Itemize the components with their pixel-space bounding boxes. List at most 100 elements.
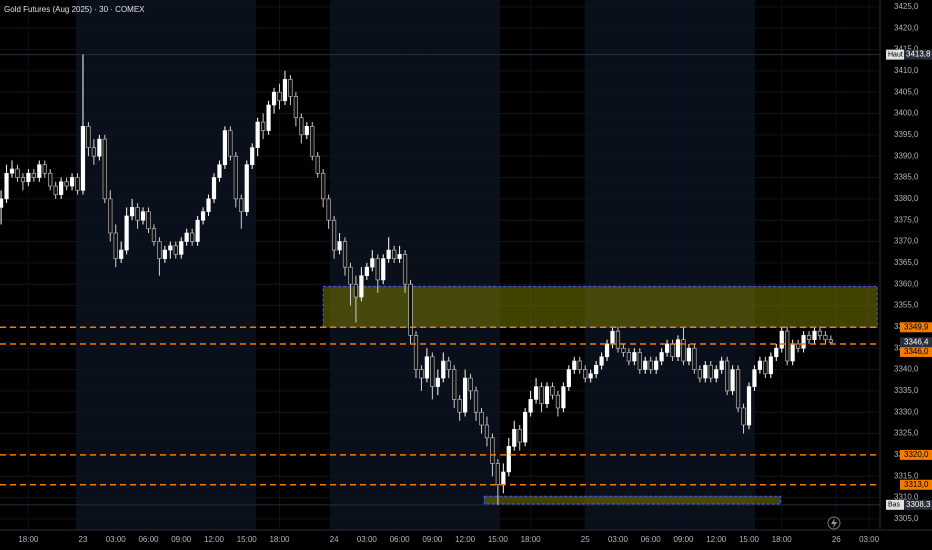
candle-body	[473, 390, 479, 413]
marker-value-box	[904, 499, 932, 510]
x-tick-label: 24	[330, 535, 339, 544]
candle-body	[490, 437, 495, 464]
x-tick-label: 15:00	[488, 535, 509, 544]
bolt-circle	[827, 516, 841, 530]
candle-body	[506, 446, 511, 473]
candle-body	[441, 360, 446, 379]
candle-body	[397, 254, 402, 259]
candle-body	[517, 428, 522, 443]
candle-body	[539, 386, 544, 404]
candle-body	[130, 207, 135, 217]
bolt	[831, 518, 837, 528]
candle-body	[763, 360, 768, 375]
candle-body	[42, 164, 47, 174]
candle-body	[15, 168, 20, 178]
candle-body	[353, 283, 359, 298]
candle-body	[64, 181, 69, 187]
candle-body	[463, 377, 468, 413]
x-tick-label: 06:00	[390, 535, 411, 544]
candle-body	[162, 249, 167, 259]
x-tick-label: 06:00	[641, 535, 662, 544]
candle-body	[206, 198, 211, 212]
candle-body	[381, 258, 386, 281]
candle-body	[124, 215, 129, 251]
bolt-icon	[827, 516, 841, 530]
y-tick-label: 3425,0	[894, 2, 919, 11]
candle-body	[69, 177, 75, 187]
candle-body	[572, 360, 577, 370]
candle-body	[544, 386, 550, 404]
candle-body	[812, 330, 817, 340]
candle-body	[446, 360, 451, 370]
candle-body	[785, 330, 790, 362]
candle-body	[735, 369, 741, 409]
zone	[322, 285, 878, 328]
x-tick-label: 03:00	[608, 535, 629, 544]
y-tick-label: 3375,0	[894, 215, 919, 224]
candle-body	[457, 399, 462, 413]
candle-body	[239, 198, 244, 212]
candle-body	[561, 386, 566, 409]
candle-body	[9, 168, 15, 174]
candle-body	[315, 155, 320, 174]
candle-body	[621, 347, 626, 353]
candle-body	[86, 126, 91, 148]
candle-body	[331, 219, 337, 251]
last-price-box	[900, 337, 932, 348]
candle-body	[304, 126, 309, 136]
candle-body	[703, 364, 708, 379]
candle-body	[413, 335, 419, 370]
candle-body	[261, 121, 266, 131]
candle-body	[626, 352, 631, 362]
marker-value: 3413,8	[906, 50, 931, 59]
x-tick-label: 15:00	[237, 535, 258, 544]
candle-body	[757, 360, 763, 370]
x-tick-label: 18:00	[772, 535, 793, 544]
candle-body	[675, 339, 681, 358]
candle-body	[37, 164, 42, 178]
y-tick-label: 3315,0	[894, 471, 919, 480]
candle-body	[359, 275, 364, 298]
level-label: 3320,0	[904, 450, 929, 459]
candle-body	[419, 369, 424, 379]
chart-title: Gold Futures (Aug 2025) · 30 · COMEX	[4, 5, 145, 14]
x-tick-label: 03:00	[357, 535, 378, 544]
x-tick-label: 18:00	[521, 535, 542, 544]
candle-body	[648, 360, 653, 370]
level-label-box	[900, 449, 932, 460]
candle-body	[714, 369, 719, 379]
y-tick-label: 3355,0	[894, 301, 919, 310]
candle-body	[321, 172, 326, 200]
candle-body	[157, 241, 162, 259]
candle-body	[370, 258, 375, 268]
candle-body	[135, 207, 140, 221]
session-band	[585, 0, 755, 530]
candle-body	[599, 356, 604, 366]
y-tick-label: 3305,0	[894, 514, 919, 523]
candle-body	[430, 356, 435, 387]
candle-body	[282, 79, 288, 102]
candle-body	[424, 356, 429, 379]
x-tick-label: 12:00	[455, 535, 476, 544]
y-tick-label: 3325,0	[894, 429, 919, 438]
candle-body	[725, 360, 730, 392]
candle-body	[697, 369, 702, 379]
x-tick-label: 15:00	[739, 535, 760, 544]
candle-body	[168, 245, 173, 251]
y-tick-label: 3385,0	[894, 173, 919, 182]
x-tick-label: 09:00	[422, 535, 443, 544]
candle-body	[692, 347, 697, 370]
x-tick-label: 23	[79, 535, 88, 544]
candle-body	[266, 104, 271, 131]
candle-body	[435, 377, 440, 387]
candle-body	[250, 147, 255, 166]
x-tick-label: 26	[832, 535, 841, 544]
marker-tag: Haut	[888, 51, 903, 58]
marker-tag: Bas	[888, 502, 901, 509]
candle-body	[681, 339, 686, 362]
candle-body	[594, 364, 599, 375]
candle-body	[75, 177, 80, 191]
candle-body	[708, 364, 713, 379]
y-tick-label: 3335,0	[894, 386, 919, 395]
